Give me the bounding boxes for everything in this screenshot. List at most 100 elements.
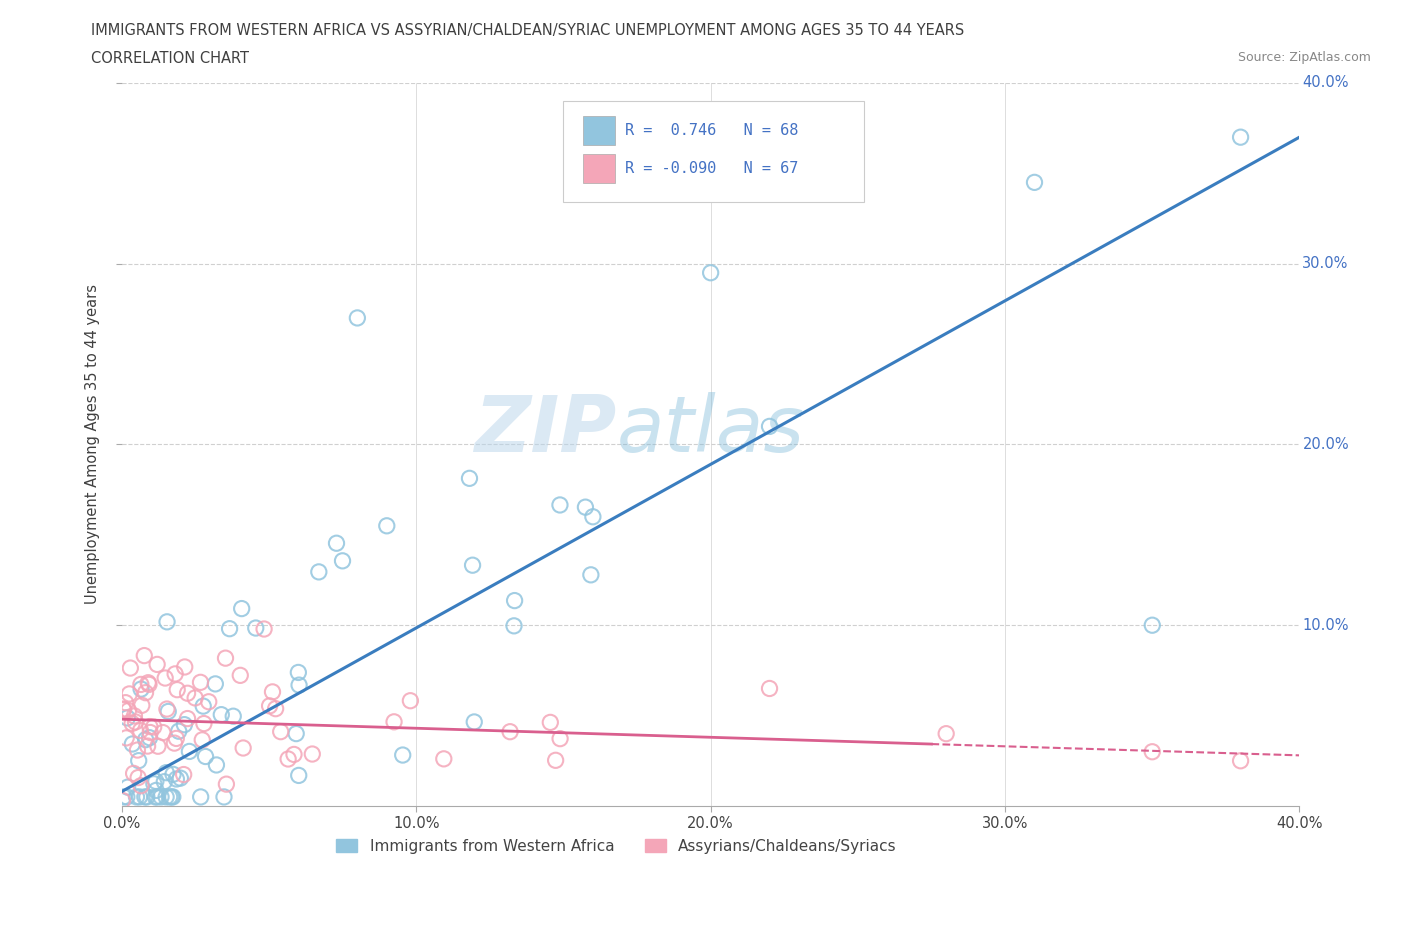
Point [382, 714, 405, 729]
Point [1142, 618, 1164, 632]
Point [346, 311, 368, 325]
Point [142, 777, 165, 791]
Point [159, 790, 181, 804]
Point [134, 648, 156, 663]
Point [503, 618, 526, 633]
Point [270, 724, 292, 739]
FancyBboxPatch shape [583, 116, 616, 145]
Point [152, 725, 174, 740]
Point [117, 779, 139, 794]
Point [391, 748, 413, 763]
Point [277, 751, 299, 766]
Point [128, 790, 150, 804]
Text: atlas: atlas [616, 392, 804, 468]
Point [146, 738, 169, 753]
Point [121, 716, 143, 731]
Point [325, 536, 347, 551]
Legend: Immigrants from Western Africa, Assyrians/Chaldeans/Syriacs: Immigrants from Western Africa, Assyrian… [330, 832, 903, 860]
Point [1229, 130, 1251, 145]
Point [162, 767, 184, 782]
Point [129, 778, 152, 793]
Point [935, 726, 957, 741]
Point [138, 677, 160, 692]
Point [160, 790, 183, 804]
Point [544, 753, 567, 768]
Point [285, 726, 308, 741]
Point [162, 790, 184, 804]
Text: R =  0.746   N = 68: R = 0.746 N = 68 [624, 123, 799, 139]
Point [699, 265, 721, 280]
Point [117, 711, 139, 725]
Point [143, 790, 166, 804]
Point [253, 621, 276, 636]
Point [121, 737, 143, 751]
Point [127, 743, 149, 758]
Point [259, 698, 281, 713]
Point [135, 790, 157, 804]
Point [214, 651, 236, 666]
Point [1142, 744, 1164, 759]
FancyBboxPatch shape [564, 101, 863, 202]
Point [194, 749, 217, 764]
Point [146, 657, 169, 671]
Point [197, 695, 219, 710]
Point [461, 558, 484, 573]
Text: 30.0%: 30.0% [1302, 256, 1348, 272]
Point [115, 790, 138, 804]
Point [166, 683, 188, 698]
Point [399, 693, 422, 708]
Point [153, 671, 176, 685]
Point [287, 768, 309, 783]
Point [288, 678, 311, 693]
Point [193, 716, 215, 731]
Point [146, 790, 169, 804]
Point [153, 775, 176, 790]
Point [375, 518, 398, 533]
Point [169, 771, 191, 786]
Point [287, 665, 309, 680]
Point [120, 660, 142, 675]
Point [209, 707, 232, 722]
Point [124, 709, 146, 724]
Point [125, 790, 148, 804]
Point [173, 717, 195, 732]
Point [212, 790, 235, 804]
Point [136, 675, 159, 690]
Point [135, 732, 157, 747]
Point [463, 714, 485, 729]
Point [548, 731, 571, 746]
Point [179, 744, 201, 759]
Point [1229, 753, 1251, 768]
Point [1024, 175, 1046, 190]
Point [114, 696, 136, 711]
Text: Source: ZipAtlas.com: Source: ZipAtlas.com [1237, 51, 1371, 64]
Point [167, 724, 190, 738]
Point [122, 766, 145, 781]
Point [301, 747, 323, 762]
Point [135, 685, 157, 700]
Point [145, 783, 167, 798]
Point [548, 498, 571, 512]
Point [129, 724, 152, 738]
Point [283, 747, 305, 762]
Point [190, 675, 212, 690]
Point [245, 620, 267, 635]
Point [139, 719, 162, 734]
Point [165, 667, 187, 682]
Point [458, 471, 481, 485]
Point [262, 684, 284, 699]
Text: IMMIGRANTS FROM WESTERN AFRICA VS ASSYRIAN/CHALDEAN/SYRIAC UNEMPLOYMENT AMONG AG: IMMIGRANTS FROM WESTERN AFRICA VS ASSYRI… [91, 23, 965, 38]
Point [222, 709, 245, 724]
Point [264, 701, 287, 716]
Point [155, 765, 177, 780]
Point [579, 567, 602, 582]
Point [136, 738, 159, 753]
Point [758, 418, 780, 433]
Point [308, 565, 330, 579]
Point [156, 615, 179, 630]
Point [124, 714, 146, 729]
Text: 40.0%: 40.0% [1302, 75, 1348, 90]
Point [118, 686, 141, 701]
Point [332, 553, 354, 568]
Point [145, 774, 167, 789]
